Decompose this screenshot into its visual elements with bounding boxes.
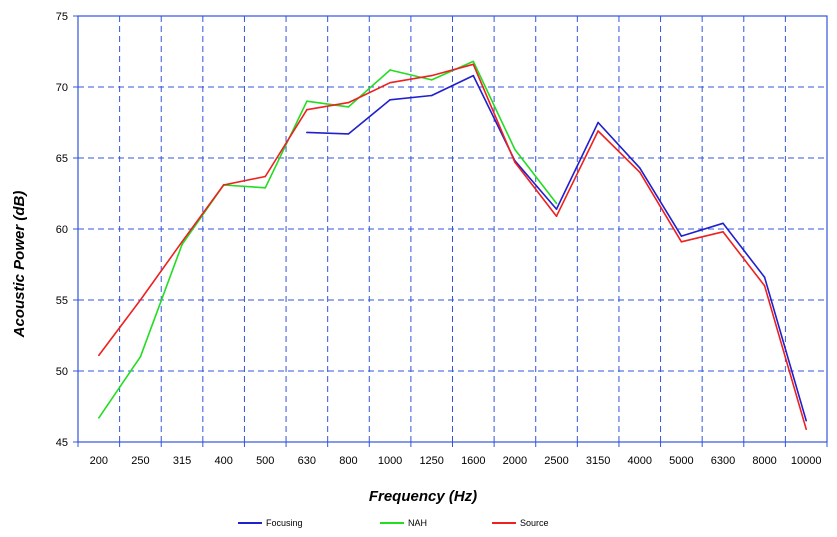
y-tick-label: 65 — [56, 153, 68, 165]
data-point-source — [763, 285, 766, 287]
legend-label: Focusing — [266, 518, 303, 528]
grid-layer — [78, 16, 827, 442]
data-point-source — [222, 184, 225, 186]
data-point-focusing — [430, 94, 433, 97]
x-tick-label: 1000 — [378, 455, 402, 467]
x-tick-label: 200 — [90, 455, 108, 467]
data-point-source — [680, 240, 683, 243]
data-point-source — [555, 215, 558, 218]
data-point-nah — [430, 79, 433, 81]
data-point-nah — [306, 100, 308, 102]
legend-item-source: Source — [492, 518, 549, 528]
x-tick-label: 630 — [298, 455, 316, 467]
data-point-focusing — [597, 121, 599, 124]
x-axis-title: Frequency (Hz) — [369, 488, 477, 505]
data-point-source — [306, 108, 308, 111]
data-point-focusing — [389, 98, 391, 101]
legend-label: Source — [520, 518, 549, 528]
x-tick-label: 1600 — [461, 455, 485, 467]
y-tick-label: 55 — [56, 295, 68, 307]
x-tick-label: 315 — [173, 455, 191, 467]
x-tick-label: 8000 — [752, 455, 776, 467]
data-point-source — [638, 171, 641, 173]
data-point-nah — [98, 417, 100, 419]
y-tick-label: 45 — [56, 437, 68, 449]
data-point-nah — [514, 148, 516, 151]
legend-item-nah: NAH — [380, 518, 427, 528]
x-tick-label: 1250 — [419, 455, 443, 467]
x-tick-label: 500 — [256, 455, 274, 467]
data-point-source — [347, 101, 350, 104]
series-layer — [98, 60, 807, 431]
data-point-source — [264, 175, 267, 178]
data-point-source — [389, 81, 391, 84]
series-line-nah — [98, 60, 558, 419]
data-point-focusing — [555, 208, 558, 210]
x-tick-label: 6300 — [711, 455, 735, 467]
data-point-source — [805, 428, 807, 431]
y-tick-label: 60 — [56, 224, 68, 236]
data-point-nah — [555, 202, 558, 205]
series-line-source — [98, 63, 807, 430]
x-tick-label: 10000 — [791, 455, 822, 467]
data-point-source — [722, 231, 724, 233]
data-point-focusing — [763, 276, 766, 279]
y-tick-label: 70 — [56, 82, 68, 94]
x-tick-label: 5000 — [669, 455, 693, 467]
data-point-focusing — [347, 133, 350, 135]
y-axis-title: Acoustic Power (dB) — [11, 191, 28, 339]
x-tick-label: 3150 — [586, 455, 610, 467]
data-point-nah — [389, 69, 391, 71]
series-line-focusing — [306, 74, 807, 421]
legend-label: NAH — [408, 518, 427, 528]
axis-layer: 45 50 55 60 65 70 75 200 250 315 400 500 630 800 1000 1… — [56, 11, 828, 467]
data-point-source — [181, 240, 183, 243]
data-point-source — [139, 299, 142, 301]
legend-item-focusing: Focusing — [238, 518, 303, 528]
y-tick-label: 75 — [56, 11, 68, 23]
data-point-focusing — [722, 222, 724, 225]
data-point-nah — [472, 60, 475, 63]
plot-frame — [77, 15, 828, 443]
legend: Focusing NAH Source — [238, 518, 549, 528]
data-point-source — [430, 74, 433, 77]
x-tick-label: 4000 — [628, 455, 652, 467]
y-tick-label: 50 — [56, 366, 68, 378]
data-point-source — [472, 63, 475, 66]
x-tick-label: 2500 — [544, 455, 568, 467]
data-point-focusing — [805, 419, 807, 422]
x-tick-label: 800 — [339, 455, 357, 467]
data-point-focusing — [638, 167, 641, 169]
data-point-nah — [181, 243, 183, 246]
data-point-source — [597, 130, 599, 132]
data-point-focusing — [680, 235, 683, 237]
data-point-nah — [264, 187, 267, 189]
data-point-source — [514, 161, 516, 164]
x-tick-label: 250 — [131, 455, 149, 467]
data-point-focusing — [306, 131, 308, 134]
x-tick-label: 2000 — [503, 455, 527, 467]
data-point-focusing — [472, 74, 475, 77]
data-point-nah — [347, 106, 350, 108]
data-point-source — [98, 354, 100, 357]
x-tick-label: 400 — [214, 455, 232, 467]
data-point-nah — [139, 356, 142, 358]
